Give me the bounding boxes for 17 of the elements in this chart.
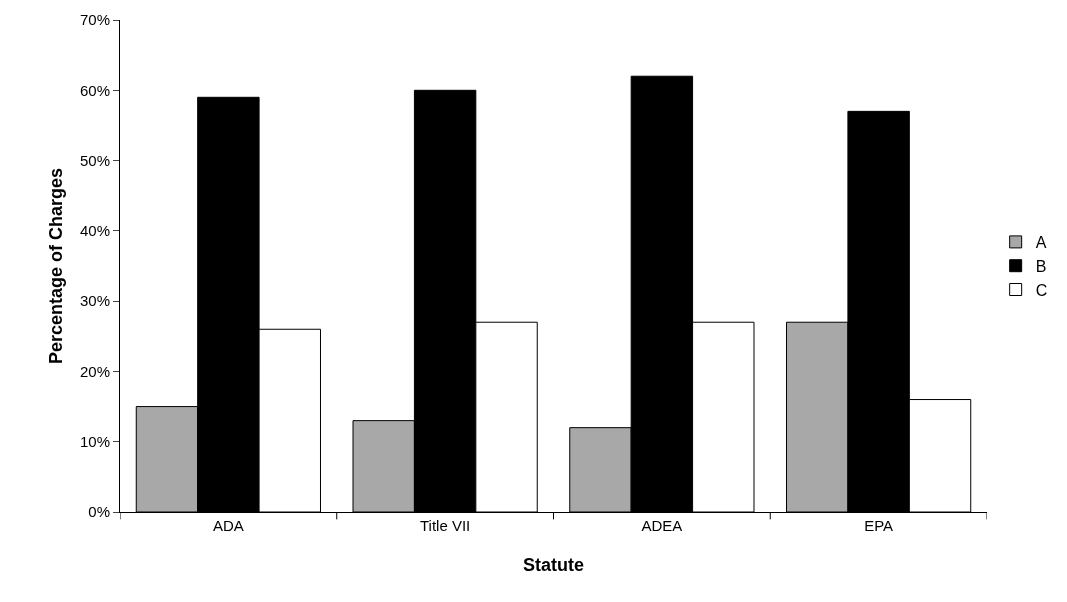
y-axis-title: Percentage of Charges	[46, 167, 67, 365]
y-tick-label: 20%	[79, 362, 110, 380]
legend-label: A	[1035, 234, 1047, 252]
legend-label: B	[1035, 257, 1047, 275]
y-tick-label: 40%	[79, 222, 110, 240]
y-tick-label: 70%	[79, 11, 110, 29]
x-tick-label: ADEA	[641, 517, 683, 534]
y-tick-label: 10%	[79, 432, 110, 450]
x-tick-label: Title VII	[419, 517, 471, 534]
y-tick-label: 30%	[79, 292, 110, 310]
y-tick-label: 50%	[79, 151, 110, 169]
x-axis-title: Statute	[522, 555, 585, 576]
y-tick-label: 0%	[88, 503, 110, 521]
x-tick-label: ADA	[212, 517, 244, 534]
x-tick-label: EPA	[864, 517, 894, 534]
y-tick-label: 60%	[79, 81, 110, 99]
legend-label: C	[1035, 281, 1048, 299]
